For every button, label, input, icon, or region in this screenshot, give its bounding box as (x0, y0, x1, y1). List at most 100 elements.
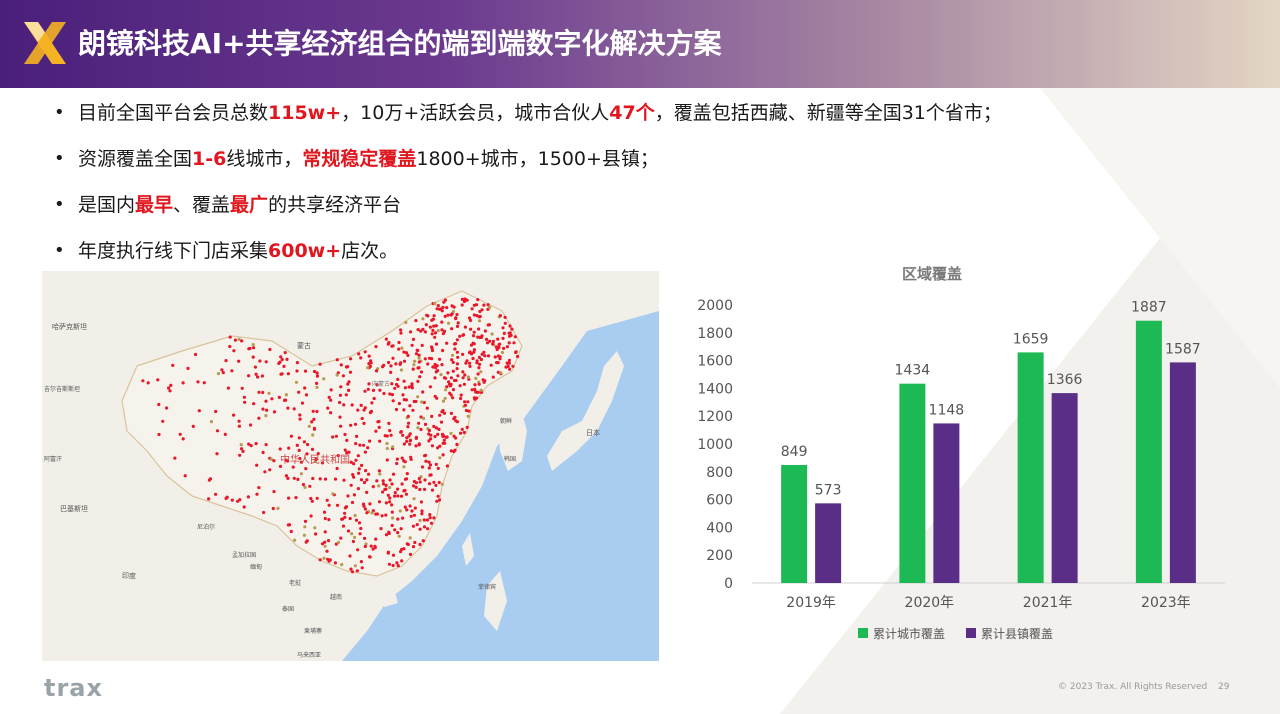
coverage-marker (404, 477, 409, 481)
coverage-marker (482, 303, 486, 307)
coverage-marker (384, 487, 388, 491)
y-tick-label: 0 (724, 576, 733, 592)
highlight-text: 最早 (135, 194, 174, 216)
coverage-marker (461, 333, 466, 337)
coverage-marker (425, 313, 429, 317)
coverage-marker (294, 496, 298, 500)
coverage-marker (412, 399, 416, 404)
coverage-marker (193, 352, 198, 357)
coverage-marker (463, 325, 467, 329)
coverage-marker (431, 365, 435, 369)
legend-label: 累计县镇覆盖 (981, 627, 1053, 641)
coverage-marker (232, 349, 236, 353)
coverage-marker (390, 523, 394, 528)
bar-city (1135, 320, 1162, 583)
coverage-marker (282, 364, 286, 368)
coverage-marker (268, 468, 272, 472)
coverage-marker (365, 511, 369, 515)
coverage-marker (357, 471, 361, 475)
coverage-marker (350, 532, 354, 536)
coverage-marker (264, 443, 268, 447)
coverage-marker (473, 387, 477, 391)
coverage-marker (237, 337, 241, 341)
coverage-marker (315, 381, 319, 385)
coverage-marker (453, 415, 457, 419)
coverage-marker (444, 376, 448, 380)
coverage-marker (450, 358, 454, 362)
coverage-marker (312, 369, 317, 374)
coverage-marker (401, 433, 405, 437)
coverage-marker (455, 338, 459, 342)
coverage-marker (335, 466, 339, 471)
coverage-marker (463, 400, 467, 404)
coverage-marker (351, 539, 355, 544)
coverage-marker (326, 406, 330, 410)
coverage-marker (468, 350, 472, 354)
coverage-marker (473, 383, 477, 387)
coverage-marker (424, 453, 428, 457)
coverage-marker (445, 341, 449, 345)
coverage-marker (417, 360, 421, 364)
coverage-marker (390, 393, 394, 397)
coverage-marker (477, 319, 482, 323)
coverage-marker (486, 303, 490, 307)
coverage-marker (299, 460, 303, 464)
coverage-marker (429, 521, 434, 525)
coverage-marker (325, 549, 329, 553)
bullet-text: 、覆盖 (173, 194, 231, 216)
coverage-marker (371, 547, 375, 551)
coverage-marker (449, 376, 453, 380)
coverage-marker (295, 369, 299, 373)
coverage-marker (315, 371, 319, 375)
coverage-marker (265, 408, 269, 412)
coverage-marker (374, 345, 378, 349)
coverage-marker (156, 378, 160, 382)
coverage-marker (508, 367, 512, 371)
coverage-marker (421, 317, 425, 321)
coverage-marker (378, 472, 382, 476)
coverage-marker (396, 564, 400, 568)
coverage-marker (223, 432, 227, 436)
coverage-marker (417, 356, 421, 360)
coverage-marker (417, 443, 421, 447)
coverage-marker (386, 342, 390, 346)
coverage-marker (406, 414, 410, 418)
y-tick-label: 2000 (697, 298, 733, 314)
coverage-marker (381, 490, 385, 494)
coverage-marker (440, 328, 444, 332)
coverage-marker (318, 477, 322, 481)
coverage-marker (243, 400, 247, 404)
coverage-marker (300, 401, 305, 405)
coverage-marker (310, 499, 314, 503)
coverage-marker (432, 424, 436, 428)
coverage-marker (302, 533, 306, 537)
coverage-marker (385, 446, 389, 451)
coverage-marker (268, 347, 272, 352)
coverage-marker (410, 343, 414, 347)
coverage-marker (367, 354, 371, 358)
coverage-marker (453, 342, 457, 346)
coverage-marker (387, 530, 391, 534)
coverage-marker (468, 361, 472, 365)
coverage-marker (336, 454, 340, 458)
coverage-marker (463, 403, 468, 407)
coverage-marker (424, 323, 428, 327)
coverage-marker (466, 414, 470, 418)
coverage-marker (363, 350, 367, 354)
map-label-philippines: 菲律宾 (478, 583, 496, 591)
coverage-marker (331, 492, 335, 496)
coverage-marker (367, 362, 371, 366)
coverage-marker (386, 551, 390, 555)
coverage-marker (297, 436, 301, 440)
coverage-marker (277, 395, 281, 399)
coverage-marker (427, 466, 431, 470)
coverage-marker (362, 443, 366, 447)
coverage-marker (455, 312, 459, 317)
coverage-marker (398, 362, 402, 366)
coverage-marker (247, 442, 251, 446)
coverage-marker (364, 469, 368, 473)
coverage-marker (348, 370, 353, 374)
coverage-marker (363, 544, 367, 549)
coverage-marker (286, 372, 290, 376)
map-label-mongolia: 蒙古 (297, 341, 311, 350)
